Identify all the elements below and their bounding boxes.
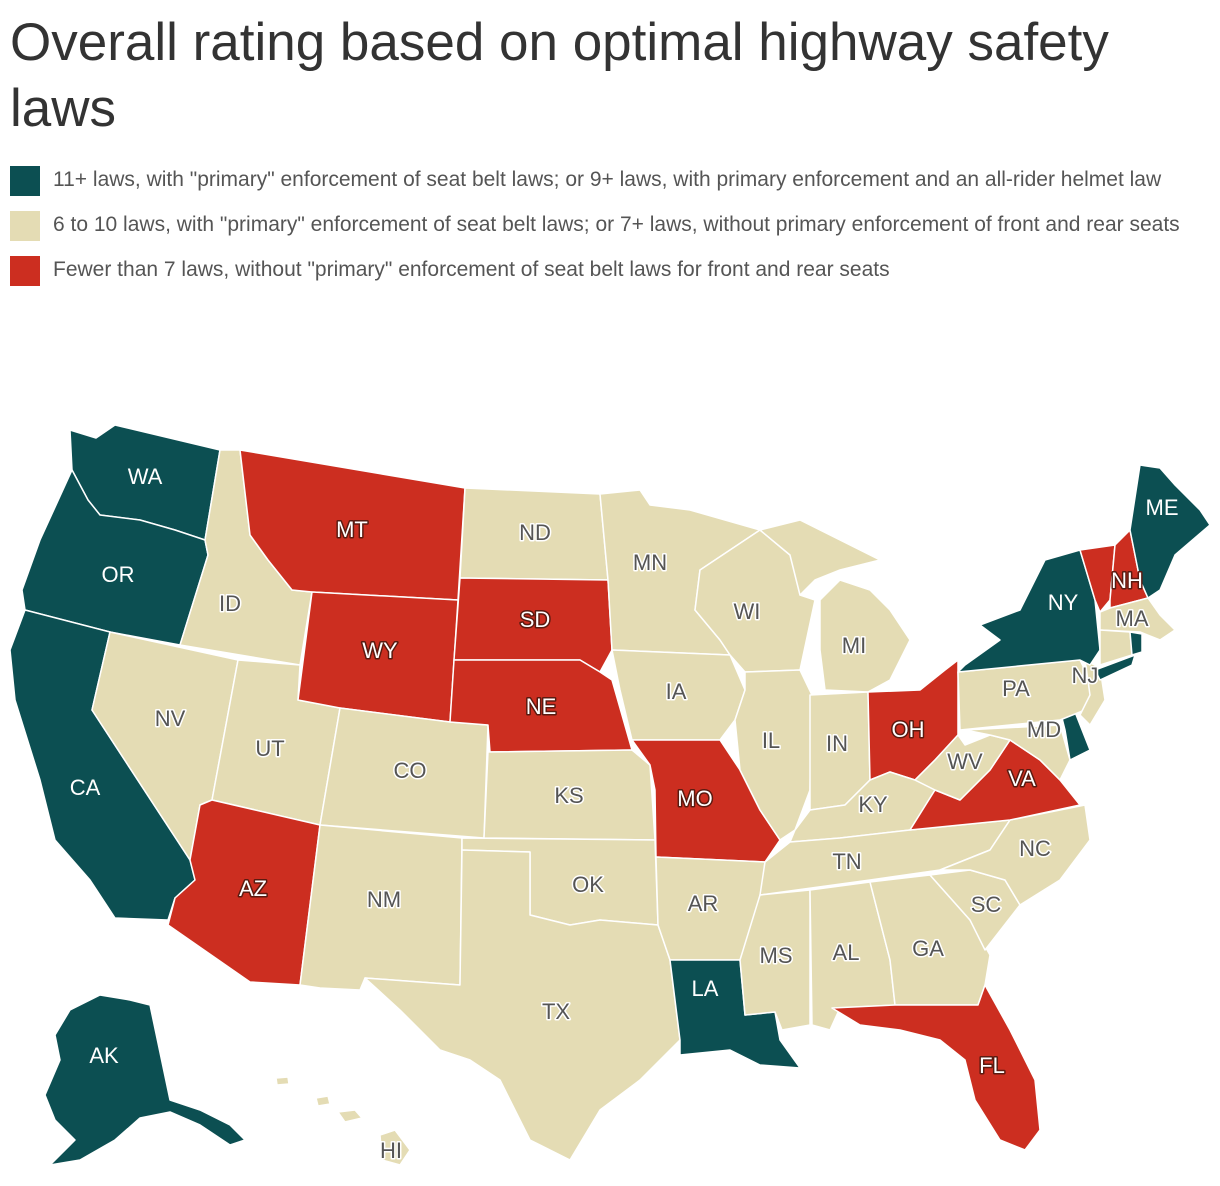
state-hi-1 — [379, 1129, 411, 1166]
label-ca: CA — [70, 775, 101, 800]
label-in: IN — [826, 731, 848, 756]
label-mi: MI — [842, 633, 866, 658]
state-ri — [1129, 631, 1143, 656]
label-az: AZ — [239, 876, 267, 901]
label-wi: WI — [734, 599, 761, 624]
label-sd: SD — [520, 607, 551, 632]
label-al: AL — [833, 940, 860, 965]
label-la: LA — [692, 976, 719, 1001]
label-ut: UT — [255, 736, 284, 761]
label-nj: NJ — [1072, 663, 1099, 688]
chart-title: Overall rating based on optimal highway … — [10, 13, 1109, 138]
state-nc — [939, 804, 1091, 906]
label-id: ID — [219, 591, 241, 616]
state-vt — [1079, 544, 1116, 613]
legend: 11+ laws, with "primary" enforcement of … — [10, 166, 1215, 301]
label-ky: KY — [858, 792, 888, 817]
label-mo: MO — [677, 786, 712, 811]
state-me — [1129, 464, 1211, 599]
label-ms: MS — [760, 943, 793, 968]
state-mi-up — [759, 519, 881, 596]
state-tx — [364, 849, 681, 1161]
legend-item-good: 11+ laws, with "primary" enforcement of … — [10, 166, 1215, 197]
label-hi: HI — [380, 1138, 402, 1163]
us-map: WA OR CA ID NV UT AZ MT WY CO NM ND SD N… — [9, 424, 1211, 1166]
label-nd: ND — [519, 520, 551, 545]
label-nm: NM — [367, 887, 401, 912]
state-mo — [631, 739, 781, 863]
label-ok: OK — [572, 872, 604, 897]
label-nc: NC — [1019, 836, 1051, 861]
label-wa: WA — [128, 464, 163, 489]
state-hi-4 — [275, 1076, 290, 1086]
label-va: VA — [1008, 766, 1036, 791]
label-me: ME — [1146, 495, 1179, 520]
label-wv: WV — [947, 749, 983, 774]
state-ks — [483, 749, 656, 841]
state-ia — [611, 649, 746, 741]
label-or: OR — [102, 562, 135, 587]
label-mn: MN — [633, 550, 667, 575]
legend-swatch-good — [10, 166, 40, 196]
label-nv: NV — [155, 706, 186, 731]
state-labels: WA OR CA ID NV UT AZ MT WY CO NM ND SD N… — [70, 464, 1179, 1165]
label-sc: SC — [971, 892, 1002, 917]
state-ny-li — [1094, 654, 1136, 681]
legend-swatch-bad — [10, 256, 40, 286]
state-hi-3 — [315, 1095, 331, 1107]
label-ma: MA — [1116, 606, 1149, 631]
state-ny — [957, 549, 1101, 673]
legend-label-good: 11+ laws, with "primary" enforcement of … — [53, 168, 1162, 191]
legend-label-bad: Fewer than 7 laws, without "primary" enf… — [53, 258, 890, 281]
label-oh: OH — [892, 717, 925, 742]
label-ak: AK — [89, 1043, 119, 1068]
legend-item-bad: Fewer than 7 laws, without "primary" enf… — [10, 256, 1215, 287]
label-ia: IA — [666, 679, 687, 704]
label-wy: WY — [362, 638, 398, 663]
label-ar: AR — [688, 891, 719, 916]
label-tn: TN — [832, 849, 861, 874]
label-ny: NY — [1048, 590, 1079, 615]
label-nh: NH — [1111, 568, 1143, 593]
label-mt: MT — [336, 517, 368, 542]
legend-item-mid: 6 to 10 laws, with "primary" enforcement… — [10, 211, 1215, 242]
label-il: IL — [762, 728, 780, 753]
legend-swatch-mid — [10, 211, 40, 241]
label-tx: TX — [542, 999, 570, 1024]
state-md — [964, 724, 1071, 781]
label-ks: KS — [554, 783, 583, 808]
label-co: CO — [394, 758, 427, 783]
state-ak — [44, 994, 246, 1166]
state-fl — [831, 984, 1041, 1151]
label-md: MD — [1027, 717, 1061, 742]
label-ne: NE — [526, 694, 557, 719]
state-mi — [819, 579, 911, 693]
label-pa: PA — [1002, 676, 1030, 701]
label-ga: GA — [912, 936, 944, 961]
state-hi-2 — [337, 1109, 363, 1123]
legend-label-mid: 6 to 10 laws, with "primary" enforcement… — [53, 213, 1180, 236]
state-shapes — [9, 424, 1211, 1166]
label-fl: FL — [979, 1053, 1005, 1078]
state-il — [734, 669, 813, 841]
